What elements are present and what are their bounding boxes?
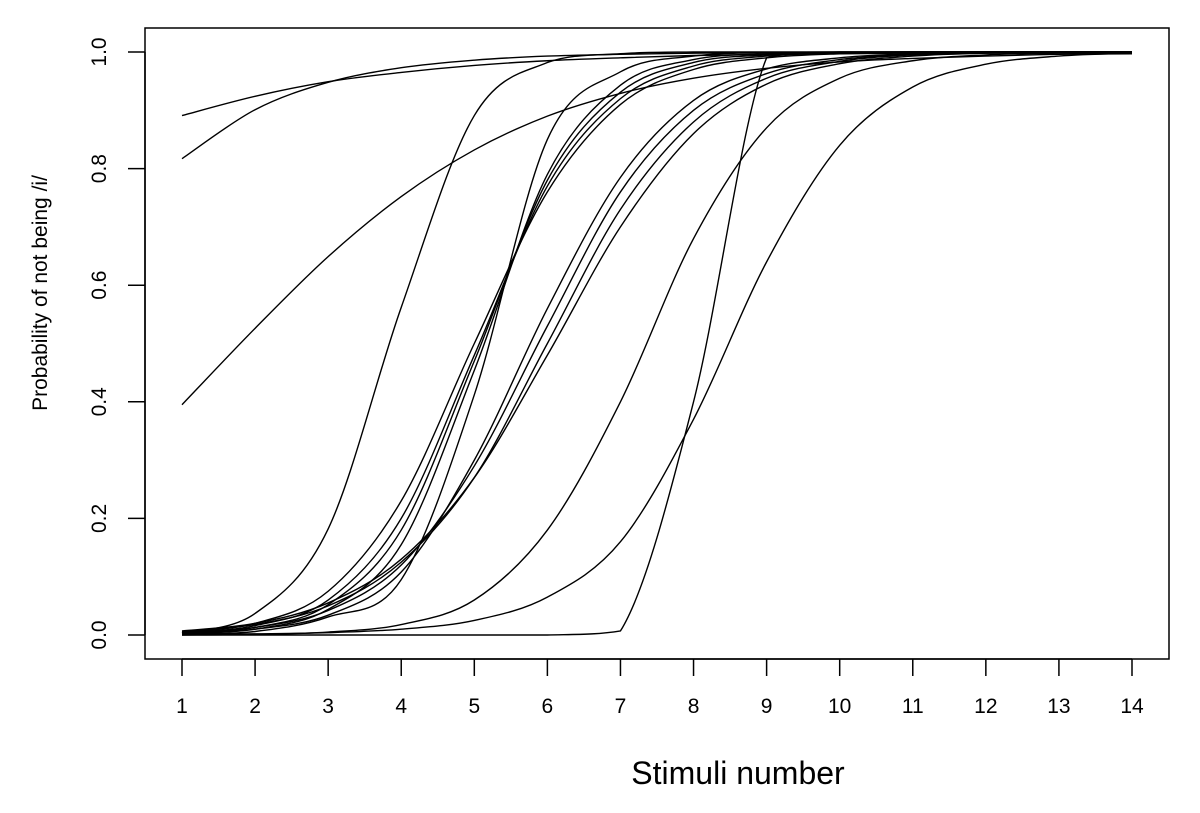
- series-line-2: [181, 51, 1132, 160]
- series-curves: [181, 51, 1133, 636]
- x-tick-label: 9: [761, 695, 773, 718]
- x-axis: 1 2 3 4 5 6 7 8 9 10 11 12 13 14: [176, 658, 1144, 718]
- y-tick-label: 0.4: [88, 387, 111, 417]
- series-line-10: [181, 51, 1132, 634]
- x-tick-label: 13: [1047, 695, 1070, 718]
- y-tick-label: 0.8: [88, 154, 111, 183]
- y-axis-title: Probability of not being /i/: [29, 175, 52, 411]
- series-line-12: [181, 51, 1133, 633]
- series-line-3: [181, 53, 1133, 406]
- series-line-16: [182, 51, 1132, 636]
- y-tick-label: 0.0: [88, 620, 111, 649]
- y-tick-label: 1.0: [88, 37, 111, 66]
- x-tick-label: 8: [688, 695, 700, 718]
- x-tick-label: 3: [322, 695, 334, 718]
- x-axis-title: Stimuli number: [631, 755, 845, 791]
- x-tick-label: 12: [974, 695, 997, 718]
- plot-frame: [144, 27, 1170, 660]
- series-line-5: [181, 51, 1132, 636]
- x-tick-label: 14: [1120, 695, 1144, 718]
- series-line-7: [181, 51, 1132, 634]
- series-line-6: [181, 51, 1132, 635]
- x-tick-label: 10: [828, 695, 851, 718]
- series-line-9: [181, 51, 1132, 633]
- y-tick-label: 0.6: [88, 271, 111, 300]
- series-line-11: [181, 51, 1132, 634]
- x-tick-label: 2: [249, 695, 261, 718]
- x-tick-label: 11: [902, 695, 924, 718]
- y-tick-label: 0.2: [88, 504, 111, 533]
- series-line-14: [181, 51, 1133, 636]
- x-tick-label: 7: [615, 695, 627, 718]
- x-tick-label: 1: [176, 695, 188, 718]
- y-axis: 0.0 0.2 0.4 0.6 0.8 1.0: [88, 37, 146, 650]
- series-line-15: [181, 52, 1133, 636]
- x-tick-label: 6: [542, 695, 554, 718]
- series-line-4: [181, 51, 1132, 634]
- series-line-13: [181, 51, 1133, 632]
- x-tick-label: 5: [468, 695, 480, 718]
- series-line-8: [181, 51, 1132, 634]
- x-tick-label: 4: [395, 695, 407, 718]
